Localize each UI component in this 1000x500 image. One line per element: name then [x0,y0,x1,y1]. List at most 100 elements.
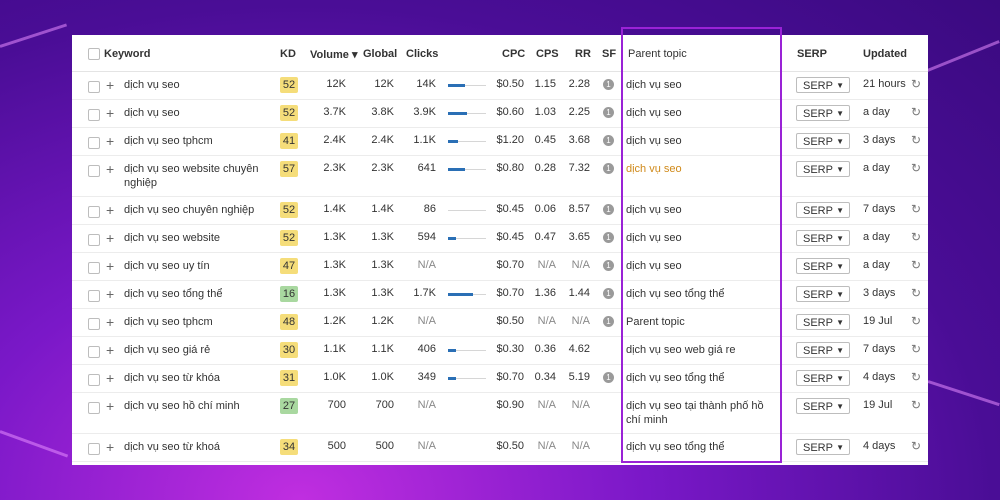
keyword-link[interactable]: dịch vụ seo tphcm [124,316,213,328]
table-row[interactable]: + dịch vụ seo từ khóa 31 1.0K 1.0K 349 $0.70 0.… [72,364,928,393]
table-row[interactable]: + dịch vụ seo từ khoá 34 500 500 N/A $0.50 N/A N… [72,433,928,462]
serp-dropdown[interactable]: SERP ▼ [796,258,850,274]
serp-features-icon[interactable]: 1 [603,260,614,271]
row-checkbox[interactable] [88,262,100,274]
serp-dropdown[interactable]: SERP ▼ [796,370,850,386]
refresh-icon[interactable]: ↻ [911,286,922,300]
add-keyword-icon[interactable]: + [106,133,115,149]
keyword-link[interactable]: dịch vụ seo từ khóa [124,372,221,384]
keyword-link[interactable]: dịch vụ seo từ khoá [124,441,221,453]
serp-features-icon[interactable]: 1 [603,163,614,174]
row-checkbox[interactable] [88,346,100,358]
table-row[interactable]: + dịch vụ seo website 52 1.3K 1.3K 594 $0.45 0.… [72,224,928,253]
serp-dropdown[interactable]: SERP ▼ [796,133,850,149]
table-row[interactable]: + dịch vụ seo 52 3.7K 3.8K 3.9K $0.60 1.03 2.25 1… [72,99,928,128]
row-checkbox[interactable] [88,81,100,93]
add-keyword-icon[interactable]: + [106,342,115,358]
keyword-link[interactable]: dịch vụ seo tphcm [124,135,213,147]
serp-features-icon[interactable]: 1 [603,107,614,118]
serp-dropdown[interactable]: SERP ▼ [796,398,850,414]
refresh-icon[interactable]: ↻ [911,439,922,453]
add-keyword-icon[interactable]: + [106,370,115,386]
refresh-icon[interactable]: ↻ [911,398,922,412]
refresh-icon[interactable]: ↻ [911,342,922,356]
parent-topic-link[interactable]: dịch vụ seo tổng thể [626,441,725,453]
add-keyword-icon[interactable]: + [106,77,115,93]
keyword-link[interactable]: dịch vụ seo website [124,232,220,244]
table-row[interactable]: + dịch vụ seo uy tín 47 1.3K 1.3K N/A $0.70 N/A… [72,252,928,281]
row-checkbox[interactable] [88,318,100,330]
table-row[interactable]: + dịch vụ seo tổng thể 16 1.3K 1.3K 1.7K $0.70… [72,280,928,309]
parent-topic-link[interactable]: dịch vụ seo tại thành phố hồ chí minh [626,400,764,426]
table-row[interactable]: + dịch vụ seo 52 12K 12K 14K $0.50 1.15 2.28 1 dịc… [72,71,928,100]
col-parent-topic[interactable]: Parent topic [628,48,687,60]
refresh-icon[interactable]: ↻ [911,202,922,216]
serp-features-icon[interactable]: 1 [603,79,614,90]
serp-dropdown[interactable]: SERP ▼ [796,77,850,93]
serp-features-icon[interactable]: 1 [603,232,614,243]
parent-topic-link[interactable]: dịch vụ seo tổng thể [626,372,725,384]
refresh-icon[interactable]: ↻ [911,230,922,244]
row-checkbox[interactable] [88,206,100,218]
add-keyword-icon[interactable]: + [106,161,115,177]
parent-topic-link[interactable]: dịch vụ seo tổng thể [626,288,725,300]
col-sf[interactable]: SF [602,48,617,60]
serp-dropdown[interactable]: SERP ▼ [796,105,850,121]
serp-dropdown[interactable]: SERP ▼ [796,286,850,302]
keyword-link[interactable]: dịch vụ seo uy tín [124,260,210,272]
add-keyword-icon[interactable]: + [106,314,115,330]
keyword-link[interactable]: dịch vụ seo tổng thể [124,288,223,300]
add-keyword-icon[interactable]: + [106,439,115,455]
row-checkbox[interactable] [88,443,100,455]
serp-dropdown[interactable]: SERP ▼ [796,314,850,330]
serp-dropdown[interactable]: SERP ▼ [796,161,850,177]
refresh-icon[interactable]: ↻ [911,133,922,147]
row-checkbox[interactable] [88,234,100,246]
col-volume[interactable]: Volume ▾ [310,49,358,61]
parent-topic-link[interactable]: dịch vụ seo [626,107,682,119]
col-clicks[interactable]: Clicks [406,48,439,60]
keyword-link[interactable]: dịch vụ seo chuyên nghiệp [124,204,255,216]
refresh-icon[interactable]: ↻ [911,258,922,272]
col-cpc[interactable]: CPC [502,48,526,60]
col-cps[interactable]: CPS [536,48,559,60]
add-keyword-icon[interactable]: + [106,230,115,246]
parent-topic-link[interactable]: dịch vụ seo [626,163,682,175]
serp-dropdown[interactable]: SERP ▼ [796,230,850,246]
col-serp[interactable]: SERP [797,48,827,60]
add-keyword-icon[interactable]: + [106,202,115,218]
col-global[interactable]: Global [363,48,398,60]
refresh-icon[interactable]: ↻ [911,77,922,91]
serp-dropdown[interactable]: SERP ▼ [796,342,850,358]
table-row[interactable]: + dịch vụ seo tphcm 48 1.2K 1.2K N/A $0.50 N/A N… [72,308,928,337]
row-checkbox[interactable] [88,374,100,386]
table-row[interactable]: + dịch vụ seo giá rẻ 30 1.1K 1.1K 406 $0.30 0.3… [72,336,928,365]
col-keyword[interactable]: Keyword [104,48,151,60]
parent-topic-link[interactable]: dịch vụ seo [626,260,682,272]
table-row[interactable]: + dịch vụ seo website chuyên nghiệp 57 2.3K… [72,155,928,197]
row-checkbox[interactable] [88,137,100,149]
table-row[interactable]: + dịch vụ seo tphcm 41 2.4K 2.4K 1.1K $1.20 0.4… [72,127,928,156]
parent-topic-link[interactable]: dịch vụ seo [626,204,682,216]
table-row[interactable]: + dịch vụ seo hồ chí minh 27 700 700 N/A $0.90… [72,392,928,434]
row-checkbox[interactable] [88,402,100,414]
serp-dropdown[interactable]: SERP ▼ [796,439,850,455]
add-keyword-icon[interactable]: + [106,258,115,274]
col-rr[interactable]: RR [575,48,591,60]
row-checkbox[interactable] [88,290,100,302]
add-keyword-icon[interactable]: + [106,105,115,121]
keyword-link[interactable]: dịch vụ seo [124,107,180,119]
serp-features-icon[interactable]: 1 [603,135,614,146]
keyword-link[interactable]: dịch vụ seo hồ chí minh [124,400,240,412]
parent-topic-link[interactable]: dịch vụ seo [626,232,682,244]
serp-features-icon[interactable]: 1 [603,316,614,327]
row-checkbox[interactable] [88,109,100,121]
add-keyword-icon[interactable]: + [106,286,115,302]
serp-features-icon[interactable]: 1 [603,204,614,215]
refresh-icon[interactable]: ↻ [911,105,922,119]
refresh-icon[interactable]: ↻ [911,161,922,175]
col-updated[interactable]: Updated [863,48,907,60]
parent-topic-link[interactable]: Parent topic [626,316,685,328]
parent-topic-link[interactable]: dịch vụ seo web giá re [626,344,736,356]
keyword-link[interactable]: dịch vụ seo giá rẻ [124,344,211,356]
